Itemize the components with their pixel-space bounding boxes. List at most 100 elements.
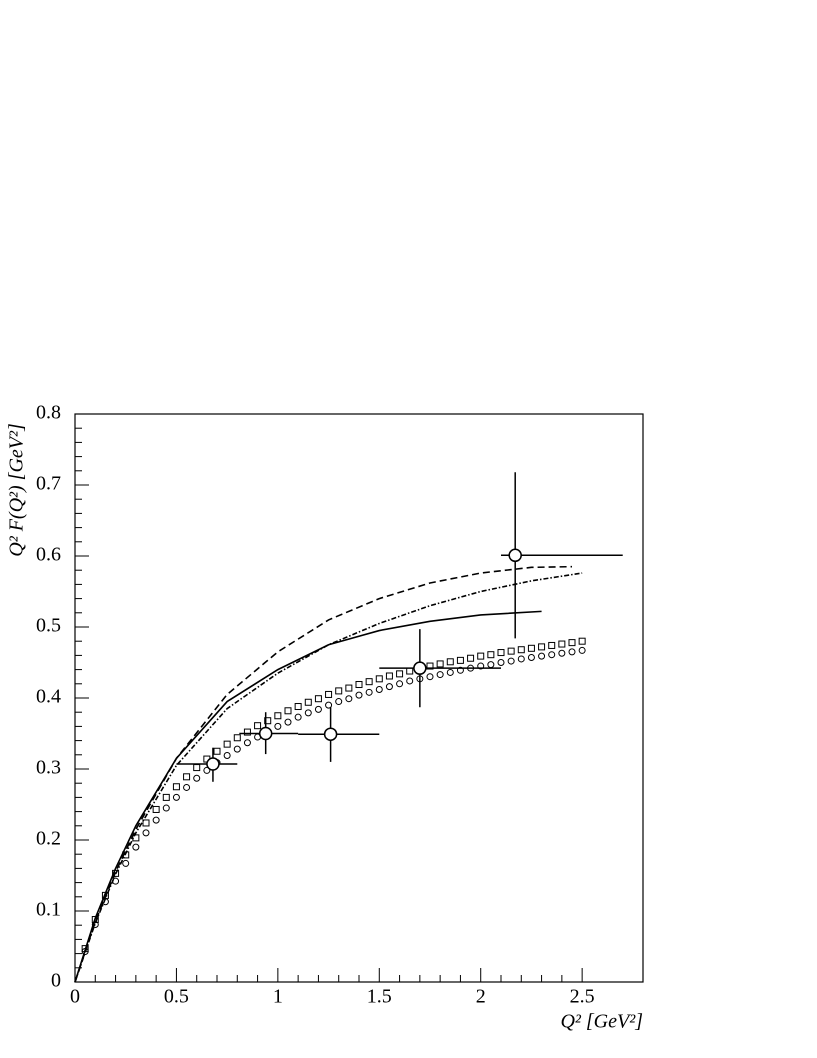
circle-marker [132,843,140,851]
curve-dashdot [74,572,583,983]
y-axis-title: Q² F(Q²) [GeV²] [6,423,28,557]
square-marker [558,640,566,648]
square-marker [233,734,241,742]
square-marker [355,681,363,689]
circle-marker [142,829,150,837]
square-marker [426,662,434,670]
circle-marker [91,920,99,928]
circle-marker [162,804,170,812]
circle-marker [538,652,546,660]
circle-marker [101,898,109,906]
circle-marker [203,766,211,774]
x-tick-label: 2 [476,986,486,1008]
circle-marker [112,877,120,885]
circle-marker [365,688,373,696]
circle-marker [426,673,434,681]
square-marker [254,722,262,730]
y-tick-label: 0.7 [36,473,61,495]
circle-marker [456,666,464,674]
curve-solid [74,610,542,983]
circle-marker [193,774,201,782]
square-marker [578,637,586,645]
circle-marker [355,691,363,699]
y-tick-label: 0.6 [36,544,61,566]
circle-marker [406,677,414,685]
square-marker [517,646,525,654]
circle-marker [325,701,333,709]
square-marker [456,656,464,664]
y-tick-label: 0.8 [36,402,61,424]
circle-marker [122,859,130,867]
square-marker [162,793,170,801]
circle-marker [183,783,191,791]
x-tick-label: 2.5 [570,986,595,1008]
circle-marker [548,651,556,659]
square-marker [385,672,393,680]
square-marker [122,851,130,859]
square-marker [375,675,383,683]
square-marker [264,717,272,725]
square-marker [193,764,201,772]
y-tick-label: 0.4 [36,686,61,708]
square-marker [548,641,556,649]
circle-marker [81,947,89,955]
square-marker [436,660,444,668]
square-marker [527,644,535,652]
square-marker [112,869,120,877]
square-marker [335,687,343,695]
square-marker [345,684,353,692]
circle-marker [294,713,302,721]
square-marker [304,698,312,706]
circle-marker [284,718,292,726]
square-marker [223,740,231,748]
circle-marker [507,657,515,665]
circle-marker [233,745,241,753]
square-marker [568,639,576,647]
square-marker [446,658,454,666]
square-marker [172,783,180,791]
circle-marker [314,705,322,713]
square-marker [81,945,89,953]
x-tick-label: 0 [70,986,80,1008]
curve-dashed [74,565,573,983]
square-marker [396,670,404,678]
circle-marker [304,709,312,717]
square-marker [243,728,251,736]
circle-marker [477,662,485,670]
data-point [323,727,338,741]
circle-marker [243,739,251,747]
circle-marker [274,722,282,730]
square-marker [152,805,160,813]
data-point [206,757,220,771]
data-point [508,548,522,563]
circle-marker [578,646,586,654]
y-tick-label: 0.5 [36,615,61,637]
circle-marker [436,671,444,679]
square-marker [183,773,191,781]
y-tick-label: 0.1 [36,899,61,921]
y-tick-label: 0.3 [36,757,61,779]
circle-marker [396,680,404,688]
data-point [258,726,273,741]
square-marker [497,649,505,657]
square-marker [314,695,322,703]
square-marker [507,647,515,655]
circle-marker [517,655,525,663]
square-marker [284,707,292,715]
circle-marker [345,695,353,703]
x-tick-label: 0.5 [164,986,189,1008]
square-marker [325,690,333,698]
circle-marker [558,649,566,657]
square-marker [91,916,99,924]
circle-marker [446,668,454,676]
x-tick-label: 1 [273,986,283,1008]
circle-marker [487,661,495,669]
circle-marker [568,648,576,656]
circle-marker [375,685,383,693]
data-point [413,661,427,675]
x-axis-title: Q² [GeV²] [560,1011,643,1033]
x-tick-label: 1.5 [367,986,392,1008]
circle-marker [385,683,393,691]
square-marker [538,643,546,651]
square-marker [467,654,475,662]
